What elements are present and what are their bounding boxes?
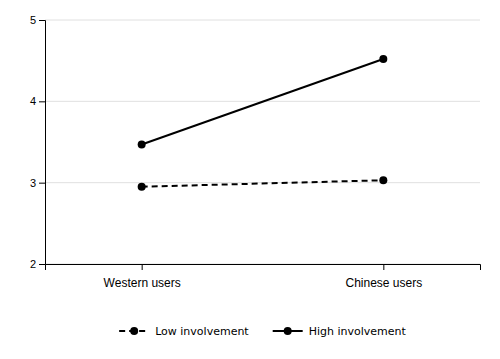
tick: 2 <box>30 258 45 270</box>
legend-item: High involvement <box>273 325 407 338</box>
tick: 5 <box>30 14 45 26</box>
tick: 3 <box>30 177 45 189</box>
line <box>142 180 384 187</box>
legend-item: Low involvement <box>119 325 249 338</box>
tick: Chinese users <box>345 264 422 290</box>
tick-label: Chinese users <box>345 276 422 290</box>
point <box>138 140 146 148</box>
tick-label: 5 <box>30 14 36 26</box>
tick: Western users <box>104 264 181 290</box>
tick-mark <box>39 183 45 184</box>
grid-line <box>45 20 480 21</box>
y-axis: 2 3 4 5 <box>30 14 46 270</box>
axis-line <box>39 21 46 265</box>
tick-label: Western users <box>104 276 181 290</box>
tick-label: 2 <box>30 258 36 270</box>
legend-marker <box>130 327 138 335</box>
legend-marker <box>284 327 292 335</box>
point <box>138 183 146 191</box>
legend-label: Low involvement <box>155 325 249 338</box>
tick-label: 3 <box>30 177 36 189</box>
x-axis: Western users Chinese users <box>46 264 481 290</box>
tick-mark <box>39 101 45 102</box>
tick: 4 <box>30 95 45 107</box>
tick-mark <box>39 264 45 265</box>
tick-label: 4 <box>30 95 36 107</box>
plot: 2 3 4 5 Western users Chinese users <box>30 14 481 290</box>
marks <box>138 55 388 191</box>
point <box>379 176 387 184</box>
tick-mark <box>39 20 45 21</box>
line <box>142 59 384 144</box>
tick-mark <box>142 264 143 270</box>
chart: 2 3 4 5 Western users Chinese users Low involv… <box>0 0 500 359</box>
grid <box>45 20 480 264</box>
point <box>379 55 387 63</box>
legend-label: High involvement <box>309 325 407 338</box>
axis-line <box>46 265 481 271</box>
tick-mark <box>383 264 384 270</box>
legend: Low involvement High involvement <box>119 325 406 338</box>
